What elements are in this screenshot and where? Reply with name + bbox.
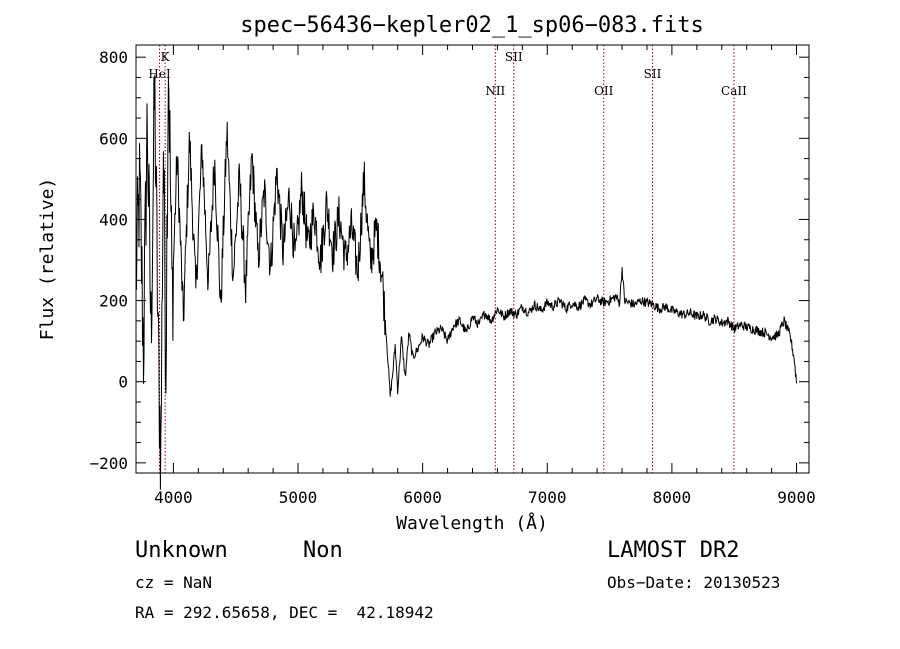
line-label: HeI (148, 67, 171, 81)
x-tick-label: 5000 (279, 488, 318, 507)
line-label: CaII (721, 84, 747, 98)
ra-dec-coordinates: RA = 292.65658, DEC = 42.18942 (135, 603, 434, 622)
y-tick-label: 400 (99, 210, 128, 229)
line-label: K (161, 50, 171, 64)
x-tick-label: 4000 (154, 488, 193, 507)
line-labels: K HeI NII SII OII SII CaII (148, 50, 747, 98)
x-axis-label: Wavelength (Å) (396, 512, 548, 534)
x-tick-label: 9000 (777, 488, 816, 507)
data-release: LAMOST DR2 (607, 538, 740, 563)
y-tick-label: 200 (99, 292, 128, 311)
line-label: SII (505, 50, 523, 64)
line-label: NII (485, 84, 505, 98)
line-label: OII (594, 84, 614, 98)
y-tick-label: −200 (89, 454, 128, 473)
y-tick-label: 0 (118, 373, 128, 392)
plot-frame (135, 44, 810, 474)
line-marker-layer (159, 45, 735, 473)
axis-ticks: 4000 5000 6000 7000 8000 9000 −200 0 200 400 600 80… (89, 45, 816, 507)
spectrum-line (135, 74, 797, 490)
line-label: SII (644, 67, 662, 81)
object-subclass: Non (303, 538, 343, 563)
y-tick-label: 600 (99, 129, 128, 148)
object-class: Unknown (135, 538, 228, 563)
x-tick-label: 8000 (653, 488, 692, 507)
y-tick-label: 800 (99, 48, 128, 67)
observation-date: Obs−Date: 20130523 (607, 573, 781, 592)
y-axis-label: Flux (relative) (37, 178, 58, 341)
x-tick-label: 7000 (528, 488, 567, 507)
redshift-cz: cz = NaN (135, 573, 213, 592)
chart-title: spec−56436−kepler02_1_sp06−083.fits (240, 13, 704, 38)
x-tick-label: 6000 (403, 488, 442, 507)
spectrum-layer (135, 74, 797, 490)
